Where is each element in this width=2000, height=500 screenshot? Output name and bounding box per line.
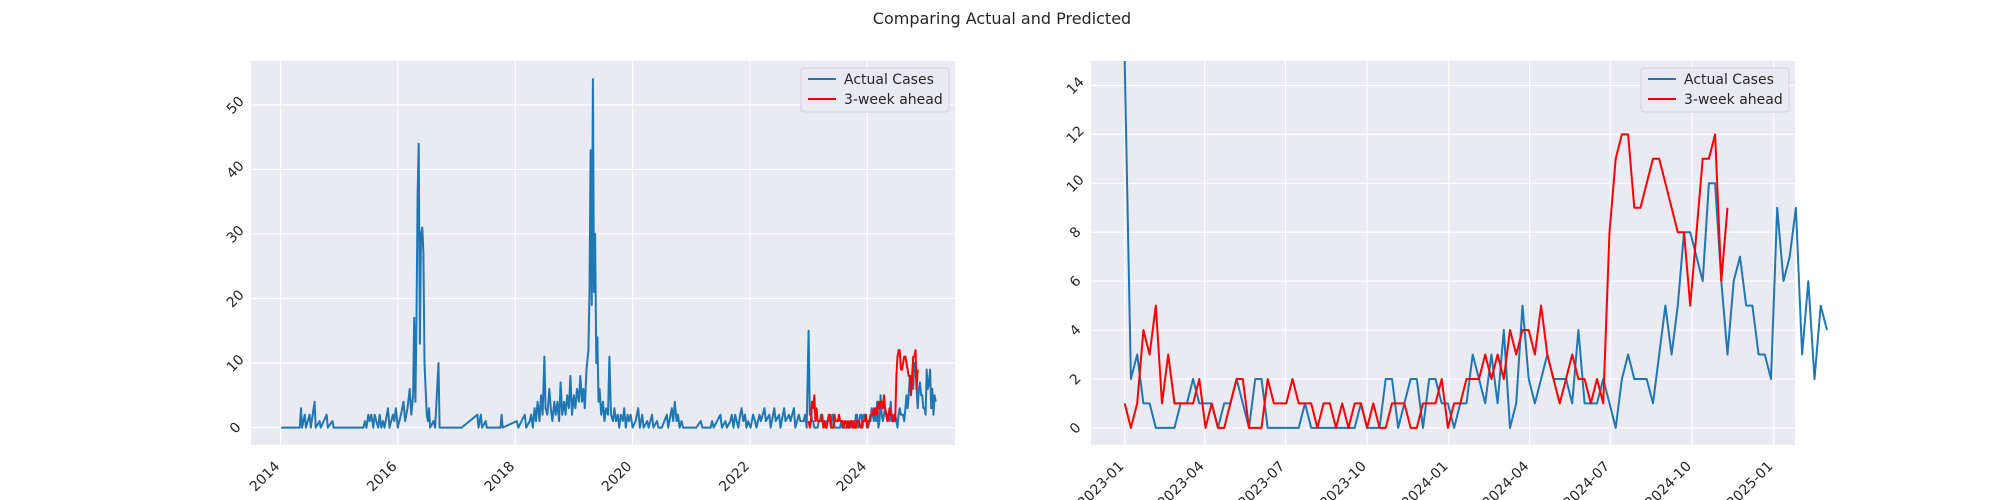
left-legend: Actual Cases 3-week ahead — [800, 67, 950, 113]
right-grid — [1091, 61, 1795, 445]
right-legend-predicted-label: 3-week ahead — [1684, 92, 1783, 108]
right-legend-actual-label: Actual Cases — [1684, 72, 1774, 88]
right-legend: Actual Cases 3-week ahead — [1640, 67, 1790, 113]
figure-title: Comparing Actual and Predicted — [873, 9, 1131, 28]
right-predicted-3-week-ahead-line — [1123, 133, 1729, 429]
right-plot-area — [1091, 61, 1795, 445]
right-chart: 2023-01 2023-04 2023-07 2023-10 2024-01 2024-… — [1064, 60, 1828, 500]
left-lines — [281, 78, 937, 429]
right-actual-cases-line — [1123, 60, 1828, 429]
right-lines — [1123, 60, 1828, 429]
left-predicted-3-week-ahead-line — [807, 349, 919, 429]
left-plot-area — [251, 61, 955, 445]
left-legend-box — [800, 67, 950, 113]
right-legend-box — [1640, 67, 1790, 113]
left-legend-actual-label: Actual Cases — [844, 72, 934, 88]
left-legend-predicted-label: 3-week ahead — [844, 92, 943, 108]
